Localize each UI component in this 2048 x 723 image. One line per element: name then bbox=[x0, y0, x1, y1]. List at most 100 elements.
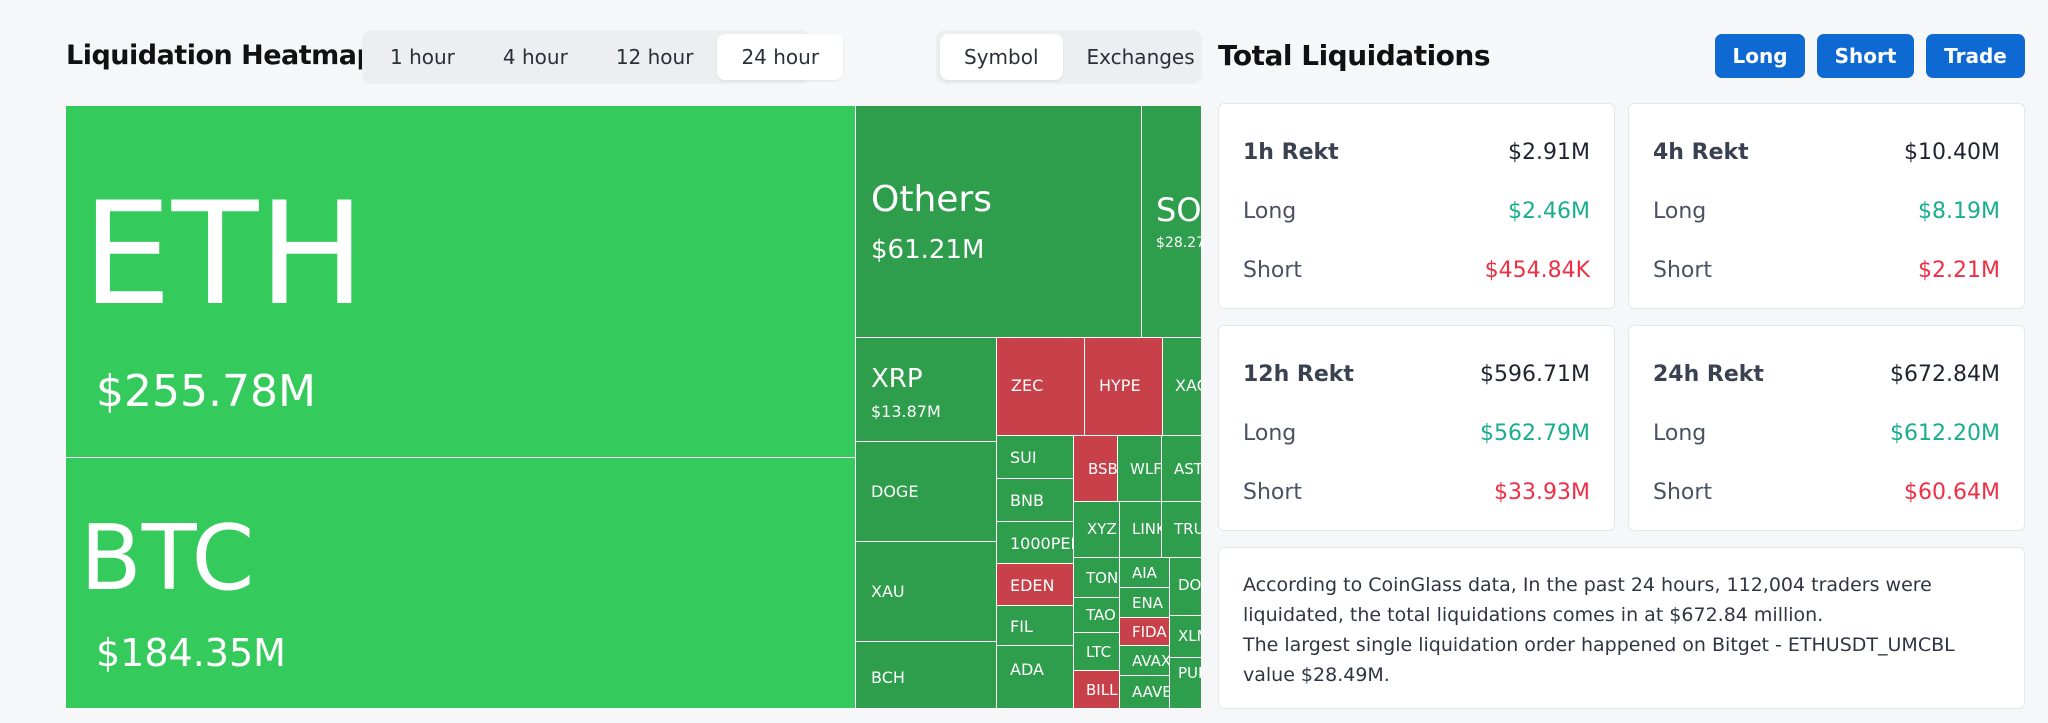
tile-fil[interactable]: FIL bbox=[997, 606, 1074, 646]
tile-symbol: XAU bbox=[871, 582, 905, 601]
tab-exchanges[interactable]: Exchanges bbox=[1086, 45, 1195, 69]
tile-value: $13.87M bbox=[871, 402, 941, 421]
liquidation-heatmap: ETH $255.78M BTC $184.35M Others $61.21M… bbox=[66, 106, 1202, 709]
long-label: Long bbox=[1653, 198, 1707, 224]
rekt-card-4h: 4h Rekt $10.40M Long $8.19M Short $2.21M bbox=[1628, 103, 2025, 309]
tab-4-hour[interactable]: 4 hour bbox=[502, 45, 568, 69]
tile-xau[interactable]: XAU bbox=[856, 542, 997, 642]
tile-eden[interactable]: EDEN bbox=[997, 564, 1074, 606]
card-label: 1h Rekt bbox=[1243, 139, 1339, 165]
tile-hype[interactable]: HYPE bbox=[1085, 338, 1163, 436]
tile-wlfi[interactable]: WLFI bbox=[1118, 436, 1162, 502]
tile-symbol: AAVE bbox=[1132, 683, 1170, 701]
tile-btc[interactable]: BTC $184.35M bbox=[66, 458, 856, 709]
rekt-card-12h: 12h Rekt $596.71M Long $562.79M Short $33.9… bbox=[1218, 325, 1615, 531]
short-label: Short bbox=[1653, 257, 1713, 283]
tile-ena[interactable]: ENA bbox=[1120, 588, 1170, 618]
tile-symbol: TAO bbox=[1086, 606, 1116, 624]
summary-text-1: According to CoinGlass data, In the past… bbox=[1243, 574, 1932, 626]
tile-aster[interactable]: ASTER bbox=[1162, 436, 1202, 502]
short-label: Short bbox=[1243, 479, 1303, 505]
tile-sui[interactable]: SUI bbox=[997, 436, 1074, 479]
tile-symbol: BILL bbox=[1086, 681, 1118, 699]
long-value: $2.46M bbox=[1508, 198, 1590, 224]
tile-link[interactable]: LINK bbox=[1120, 502, 1162, 558]
tile-symbol: BSB bbox=[1088, 460, 1118, 478]
tile-symbol: TRUMP bbox=[1174, 520, 1201, 538]
tile-pump[interactable]: PUMP bbox=[1170, 658, 1202, 709]
tile-avax[interactable]: AVAX bbox=[1120, 646, 1170, 676]
long-value: $612.20M bbox=[1890, 420, 2000, 446]
tile-symbol: DOT bbox=[1178, 576, 1202, 594]
tab-24-hour[interactable]: 24 hour bbox=[717, 34, 844, 80]
tile-symbol: FIL bbox=[1010, 617, 1033, 636]
tile-zec[interactable]: ZEC bbox=[997, 338, 1085, 436]
card-total: $10.40M bbox=[1904, 139, 2000, 165]
tile-sol[interactable]: SOL $28.27M bbox=[1142, 106, 1202, 338]
card-total: $596.71M bbox=[1480, 361, 1590, 387]
tile-xag[interactable]: XAG bbox=[1163, 338, 1202, 436]
tile-xyz[interactable]: XYZ bbox=[1074, 502, 1120, 558]
long-label: Long bbox=[1243, 198, 1297, 224]
page-title: Liquidation Heatmap bbox=[66, 40, 376, 71]
tile-symbol: ETH bbox=[82, 172, 366, 337]
time-range-tabs: 1 hour 4 hour 12 hour 24 hour bbox=[362, 30, 844, 84]
tile-tao[interactable]: TAO bbox=[1074, 598, 1120, 633]
tile-symbol: ENA bbox=[1132, 594, 1163, 612]
tile-value: $184.35M bbox=[96, 631, 286, 675]
tile-symbol: AVAX bbox=[1132, 652, 1170, 670]
tab-symbol[interactable]: Symbol bbox=[940, 34, 1063, 80]
long-value: $562.79M bbox=[1480, 420, 1590, 446]
tile-symbol: PUMP bbox=[1178, 664, 1201, 682]
tile-bill[interactable]: BILL bbox=[1074, 671, 1120, 709]
tile-symbol: LTC bbox=[1086, 643, 1112, 661]
tile-bsb[interactable]: BSB bbox=[1074, 436, 1118, 502]
tile-doge[interactable]: DOGE bbox=[856, 442, 997, 542]
tile-ltc[interactable]: LTC bbox=[1074, 633, 1120, 671]
tile-symbol: BTC bbox=[80, 506, 255, 611]
liquidation-summary: According to CoinGlass data, In the past… bbox=[1218, 547, 2025, 709]
short-value: $2.21M bbox=[1918, 257, 2000, 283]
short-value: $60.64M bbox=[1904, 479, 2000, 505]
long-label: Long bbox=[1243, 420, 1297, 446]
short-button[interactable]: Short bbox=[1817, 34, 1914, 78]
tile-1000pepe[interactable]: 1000PEPE bbox=[997, 522, 1074, 564]
card-total: $672.84M bbox=[1890, 361, 2000, 387]
tile-symbol: SUI bbox=[1010, 448, 1037, 467]
rekt-card-24h: 24h Rekt $672.84M Long $612.20M Short $60.6… bbox=[1628, 325, 2025, 531]
card-label: 4h Rekt bbox=[1653, 139, 1749, 165]
tile-fida[interactable]: FIDA bbox=[1120, 618, 1170, 646]
tile-symbol: TON bbox=[1086, 569, 1119, 587]
tile-ada[interactable]: ADA bbox=[997, 646, 1074, 709]
tab-12-hour[interactable]: 12 hour bbox=[615, 45, 694, 69]
tile-symbol: Others bbox=[871, 179, 992, 220]
view-tabs: Symbol Exchanges bbox=[936, 30, 1202, 84]
tile-ton[interactable]: TON bbox=[1074, 558, 1120, 598]
tile-others[interactable]: Others $61.21M bbox=[856, 106, 1142, 338]
tile-value: $28.27M bbox=[1156, 235, 1201, 251]
tile-bnb[interactable]: BNB bbox=[997, 479, 1074, 522]
tile-aave[interactable]: AAVE bbox=[1120, 676, 1170, 709]
tile-trump[interactable]: TRUMP bbox=[1162, 502, 1202, 558]
long-button[interactable]: Long bbox=[1715, 34, 1805, 78]
tile-xlm[interactable]: XLM bbox=[1170, 616, 1202, 658]
tile-symbol: LINK bbox=[1132, 520, 1161, 538]
tab-1-hour[interactable]: 1 hour bbox=[390, 45, 455, 69]
card-label: 12h Rekt bbox=[1243, 361, 1354, 387]
tile-symbol: XRP bbox=[871, 364, 923, 394]
tile-symbol: WLFI bbox=[1130, 460, 1162, 478]
tile-symbol: 1000PEPE bbox=[1010, 534, 1073, 553]
tile-symbol: ASTER bbox=[1174, 460, 1201, 478]
tile-symbol: BCH bbox=[871, 668, 905, 687]
trade-button[interactable]: Trade bbox=[1926, 34, 2025, 78]
tile-dot[interactable]: DOT bbox=[1170, 558, 1202, 616]
tile-symbol: SOL bbox=[1156, 191, 1202, 229]
tile-aia[interactable]: AIA bbox=[1120, 558, 1170, 588]
tile-bch[interactable]: BCH bbox=[856, 642, 997, 709]
tile-symbol: XLM bbox=[1178, 627, 1201, 645]
tile-xrp[interactable]: XRP $13.87M bbox=[856, 338, 997, 442]
long-label: Long bbox=[1653, 420, 1707, 446]
short-label: Short bbox=[1243, 257, 1303, 283]
tile-eth[interactable]: ETH $255.78M bbox=[66, 106, 856, 458]
tile-symbol: AIA bbox=[1132, 564, 1157, 582]
